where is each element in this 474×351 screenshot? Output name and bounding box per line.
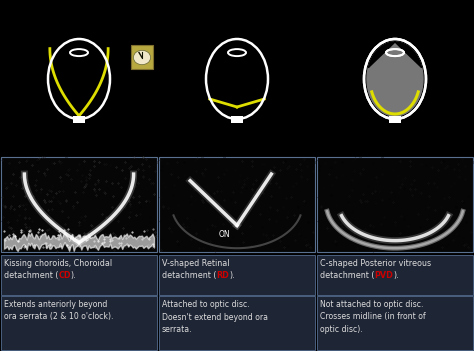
Text: RD: RD <box>216 271 229 280</box>
Ellipse shape <box>133 50 151 65</box>
Text: ).: ). <box>393 271 399 280</box>
Text: V-shaped Retinal: V-shaped Retinal <box>162 259 229 268</box>
Text: Not attached to optic disc.
Crosses midline (in front of
optic disc).: Not attached to optic disc. Crosses midl… <box>320 300 426 334</box>
Text: Attached to optic disc.
Doesn't extend beyond ora
serrata.: Attached to optic disc. Doesn't extend b… <box>162 300 268 334</box>
Bar <box>159 255 315 295</box>
Text: ).: ). <box>229 271 235 280</box>
Text: Extends anteriorly beyond
ora serrata (2 & 10 o'clock).: Extends anteriorly beyond ora serrata (2… <box>4 300 113 322</box>
Text: CD: CD <box>58 271 71 280</box>
Polygon shape <box>368 42 422 67</box>
Text: detachment (: detachment ( <box>320 271 374 280</box>
Bar <box>159 157 315 252</box>
Bar <box>159 296 315 350</box>
Bar <box>389 116 401 123</box>
Bar <box>1 157 157 252</box>
Bar <box>389 116 401 123</box>
Text: ON: ON <box>219 230 230 239</box>
Text: PVD: PVD <box>374 271 393 280</box>
Bar <box>73 116 85 123</box>
Bar <box>1 255 157 295</box>
Text: detachment (: detachment ( <box>4 271 58 280</box>
Bar <box>131 45 153 68</box>
Bar <box>317 255 473 295</box>
Polygon shape <box>367 42 423 116</box>
Bar <box>317 296 473 350</box>
Text: C-shaped Posterior vitreous: C-shaped Posterior vitreous <box>320 259 431 268</box>
Bar <box>231 116 243 123</box>
Bar <box>317 157 473 252</box>
Text: ).: ). <box>71 271 76 280</box>
Text: Kissing choroids, Choroidal: Kissing choroids, Choroidal <box>4 259 112 268</box>
Text: detachment (: detachment ( <box>162 271 216 280</box>
Bar <box>1 296 157 350</box>
